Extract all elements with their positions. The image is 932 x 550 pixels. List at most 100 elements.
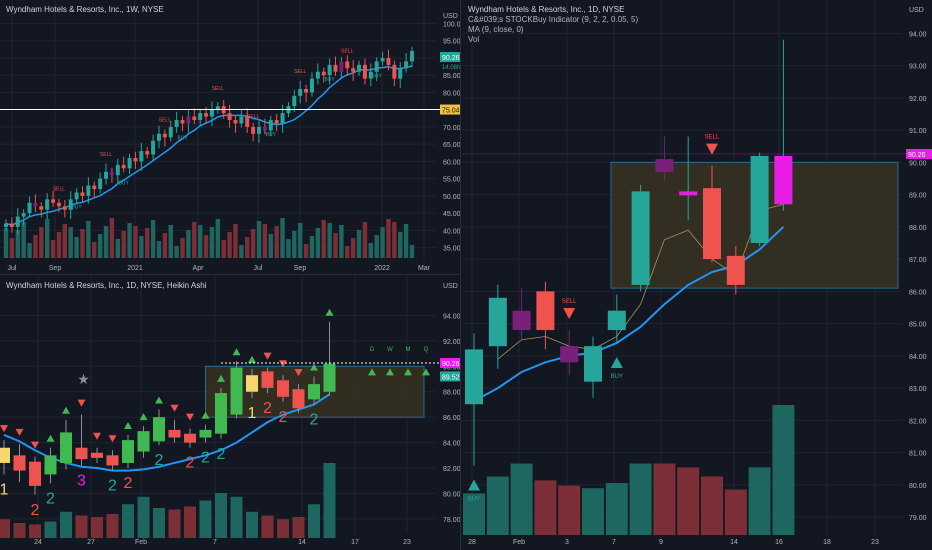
ma-label: MA (9, close, 0) bbox=[468, 25, 524, 34]
candle-body bbox=[357, 64, 362, 72]
y-tick-label: 88.00 bbox=[443, 390, 461, 397]
candle-body bbox=[184, 433, 196, 443]
x-tick-label: 23 bbox=[403, 539, 411, 546]
heikin-ashi-chart-pane[interactable]: 78.0080.0082.0084.0086.0088.0090.0092.00… bbox=[0, 276, 461, 550]
candle-body bbox=[168, 126, 173, 138]
volume-bar bbox=[398, 232, 403, 258]
up-arrow-marker bbox=[248, 355, 256, 363]
volume-bar bbox=[262, 224, 268, 258]
last-price-tag: 90.26 bbox=[908, 152, 926, 159]
x-tick-label: Feb bbox=[135, 539, 147, 546]
x-tick-label: Sep bbox=[49, 265, 62, 272]
y-tick-label: 55.00 bbox=[443, 177, 461, 184]
weekly-chart-pane[interactable]: 35.00 40.00 45.00 50.00 55.00 60.00 65.00 70.00… bbox=[0, 0, 461, 275]
buy-signal-label: BUY bbox=[611, 374, 623, 380]
volume-bar bbox=[392, 222, 397, 258]
volume-bar bbox=[380, 227, 385, 258]
down-arrow-marker bbox=[186, 413, 194, 421]
count-marker: 2 bbox=[217, 446, 226, 463]
volume-bar bbox=[44, 219, 50, 258]
volume-bar bbox=[21, 222, 26, 258]
candle-body bbox=[186, 116, 191, 124]
candle-body bbox=[21, 213, 26, 217]
candle-body bbox=[321, 71, 326, 76]
last-price-tag-bg bbox=[440, 52, 460, 63]
axis-unit-label: USD bbox=[909, 7, 924, 14]
volume-bar bbox=[137, 496, 150, 538]
x-tick-label: 17 bbox=[351, 539, 359, 546]
volume-bar bbox=[286, 239, 291, 258]
candle-body bbox=[133, 157, 138, 162]
volume-bar bbox=[486, 476, 509, 535]
volume-bar bbox=[772, 405, 795, 535]
candle-body bbox=[91, 452, 103, 458]
volume-bar bbox=[168, 225, 173, 258]
volume-bar bbox=[256, 221, 262, 258]
candle-body bbox=[86, 185, 91, 196]
candle-body bbox=[45, 199, 50, 210]
x-tick-label: 27 bbox=[87, 539, 95, 546]
candle-body bbox=[560, 346, 579, 363]
signal-label: SELL bbox=[247, 114, 259, 120]
y-tick-label: 87.00 bbox=[909, 257, 927, 264]
x-tick-label: Sep bbox=[294, 265, 307, 272]
x-tick-label: 9 bbox=[659, 539, 663, 546]
down-arrow-marker bbox=[294, 369, 303, 377]
volume-bar bbox=[629, 463, 652, 535]
candle-body bbox=[230, 367, 243, 415]
volume-bar bbox=[168, 509, 181, 538]
candle-body bbox=[122, 440, 134, 463]
candle-body bbox=[233, 120, 238, 124]
volume-bar bbox=[250, 229, 256, 258]
volume-bar bbox=[92, 242, 97, 258]
volume-bar bbox=[230, 496, 243, 538]
up-arrow-marker bbox=[201, 411, 210, 419]
signal-label: BUY bbox=[71, 204, 82, 210]
volume-bar bbox=[277, 519, 289, 538]
volume-bar bbox=[303, 244, 309, 258]
candle-body bbox=[726, 255, 745, 285]
volume-bar bbox=[60, 511, 72, 538]
volume-bar bbox=[39, 227, 44, 258]
timeframe-arrow bbox=[368, 368, 376, 376]
weekly-chart-svg[interactable]: 35.00 40.00 45.00 50.00 55.00 60.00 65.00 70.00… bbox=[0, 0, 461, 275]
volume-bar bbox=[186, 230, 191, 258]
volume-bar bbox=[27, 243, 32, 258]
candle-body bbox=[398, 68, 403, 79]
candle-body bbox=[151, 140, 156, 155]
candle-body bbox=[774, 155, 793, 205]
moving-average-line bbox=[3, 393, 331, 472]
candle-body bbox=[703, 188, 721, 260]
daily-chart-svg[interactable]: 79.00 80.00 81.00 82.00 83.00 84.00 85.00 86.00… bbox=[462, 0, 932, 550]
volume-bar bbox=[153, 508, 165, 538]
candle-body bbox=[327, 64, 332, 76]
timeframe-label: M bbox=[406, 347, 411, 353]
daily-chart-pane[interactable]: 79.00 80.00 81.00 82.00 83.00 84.00 85.00 86.00… bbox=[462, 0, 932, 550]
volume-bar bbox=[280, 218, 285, 258]
y-tick-label: 89.00 bbox=[909, 193, 927, 200]
y-tick-label: 40.00 bbox=[443, 228, 461, 235]
volume-bar bbox=[215, 493, 227, 538]
count-marker: 1 bbox=[248, 405, 257, 422]
candle-body bbox=[280, 113, 285, 124]
volume-bar bbox=[321, 220, 326, 258]
volume-bar bbox=[268, 234, 273, 258]
y-tick-label: 88.00 bbox=[909, 225, 927, 232]
hline-price-tag: 75.04 bbox=[442, 108, 460, 115]
down-arrow-marker bbox=[279, 360, 287, 368]
up-arrow-marker bbox=[62, 406, 70, 414]
signal-label: BUY bbox=[119, 180, 130, 186]
y-tick-label: 60.00 bbox=[443, 159, 461, 166]
heikin-ashi-chart-svg[interactable]: 78.0080.0082.0084.0086.0088.0090.0092.00… bbox=[0, 276, 461, 550]
candle-body bbox=[362, 64, 367, 79]
count-marker: 2 bbox=[263, 400, 272, 417]
timeframe-arrow bbox=[386, 368, 394, 376]
volume-bar bbox=[29, 524, 41, 538]
volume-bar bbox=[239, 245, 244, 258]
y-tick-label: 85.00 bbox=[443, 73, 461, 80]
candle-body bbox=[292, 95, 297, 107]
timeframe-arrow bbox=[422, 368, 430, 376]
second-price-tag: 89.52 bbox=[442, 374, 460, 381]
volume-bar bbox=[121, 231, 126, 258]
count-marker: 2 bbox=[108, 478, 117, 495]
